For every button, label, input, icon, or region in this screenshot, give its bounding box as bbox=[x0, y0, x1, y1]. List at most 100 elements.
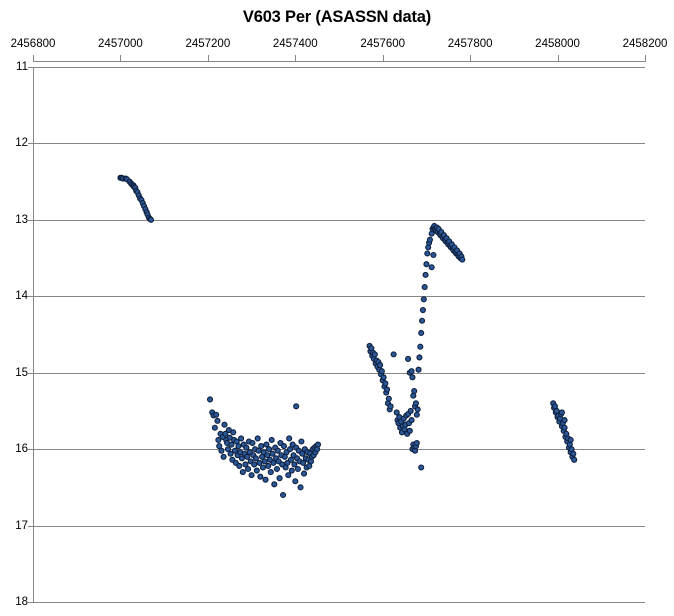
data-point bbox=[213, 411, 220, 418]
data-point bbox=[459, 256, 466, 263]
y-tick-label: 18 bbox=[15, 596, 28, 608]
data-point bbox=[297, 484, 304, 491]
data-point bbox=[218, 447, 225, 454]
data-point bbox=[253, 467, 260, 474]
data-point bbox=[243, 444, 250, 451]
data-point bbox=[215, 436, 222, 444]
data-point bbox=[378, 368, 385, 375]
data-point bbox=[257, 473, 264, 480]
data-point bbox=[236, 462, 243, 470]
data-point bbox=[280, 443, 287, 450]
data-point bbox=[224, 446, 232, 453]
data-point bbox=[228, 441, 235, 448]
data-point bbox=[300, 459, 307, 466]
data-point bbox=[408, 417, 415, 424]
data-point bbox=[245, 465, 252, 473]
data-point bbox=[211, 424, 218, 431]
data-point bbox=[387, 403, 394, 410]
data-point bbox=[426, 236, 433, 243]
y-tick-label: 13 bbox=[15, 213, 28, 226]
data-point bbox=[430, 251, 437, 259]
data-point bbox=[408, 368, 415, 375]
data-point bbox=[314, 441, 322, 448]
data-point bbox=[384, 386, 391, 393]
data-point bbox=[267, 469, 274, 476]
data-point bbox=[235, 443, 242, 450]
data-point bbox=[259, 464, 266, 471]
data-point bbox=[385, 395, 392, 402]
x-tick-label: 2458000 bbox=[535, 38, 580, 50]
y-tick-label: 16 bbox=[15, 443, 28, 456]
x-tick-label: 2457400 bbox=[272, 38, 318, 50]
axes bbox=[32, 60, 645, 602]
data-point bbox=[287, 456, 294, 463]
data-point bbox=[561, 417, 568, 424]
data-point bbox=[238, 455, 245, 462]
x-tick-label: 2457800 bbox=[447, 38, 493, 50]
data-point bbox=[220, 453, 227, 460]
data-point bbox=[419, 317, 426, 324]
data-point bbox=[244, 453, 251, 460]
data-point bbox=[424, 250, 431, 257]
data-point bbox=[418, 329, 425, 337]
data-point bbox=[276, 475, 283, 482]
data-point bbox=[214, 417, 221, 424]
data-point bbox=[251, 461, 258, 468]
data-point bbox=[252, 455, 259, 462]
data-point bbox=[227, 450, 234, 457]
data-point bbox=[261, 458, 268, 465]
data-point bbox=[221, 421, 228, 428]
data-point bbox=[264, 452, 271, 459]
data-point bbox=[407, 407, 414, 414]
data-point bbox=[377, 362, 384, 369]
data-points bbox=[117, 174, 578, 499]
data-point bbox=[416, 354, 423, 361]
data-point bbox=[286, 446, 294, 453]
data-point bbox=[273, 465, 280, 473]
data-point bbox=[249, 439, 256, 447]
data-point bbox=[421, 284, 428, 291]
y-tick-label: 17 bbox=[15, 519, 28, 532]
data-point bbox=[570, 450, 577, 457]
gridlines bbox=[33, 67, 645, 603]
data-point bbox=[299, 450, 306, 457]
data-point bbox=[390, 351, 397, 358]
data-point bbox=[558, 409, 565, 416]
data-point bbox=[285, 472, 292, 479]
data-point bbox=[286, 435, 293, 442]
data-point bbox=[269, 450, 276, 457]
x-tick-label: 2456800 bbox=[10, 38, 56, 50]
data-point bbox=[147, 216, 155, 223]
x-tick-label: 2457000 bbox=[98, 38, 143, 50]
data-point bbox=[288, 467, 295, 474]
data-point bbox=[255, 447, 262, 454]
data-point bbox=[406, 427, 413, 434]
data-point bbox=[393, 409, 400, 416]
data-point bbox=[279, 491, 287, 499]
data-point bbox=[266, 446, 273, 453]
x-tick-label: 2457600 bbox=[360, 38, 406, 50]
data-point bbox=[256, 459, 263, 466]
data-point bbox=[409, 374, 416, 381]
data-point bbox=[422, 271, 429, 278]
data-point bbox=[254, 435, 261, 442]
data-point bbox=[571, 456, 578, 463]
data-point bbox=[239, 469, 246, 476]
data-point bbox=[567, 436, 574, 444]
data-point bbox=[230, 429, 237, 436]
data-point bbox=[248, 472, 255, 479]
data-point bbox=[294, 465, 301, 473]
data-point bbox=[271, 481, 278, 488]
data-point bbox=[411, 388, 418, 395]
x-tick-label: 2457200 bbox=[185, 38, 231, 50]
y-tick-label: 15 bbox=[15, 366, 28, 379]
data-point bbox=[265, 462, 272, 470]
y-tick-label: 11 bbox=[16, 61, 28, 73]
data-point bbox=[242, 461, 249, 468]
data-point bbox=[414, 406, 421, 413]
data-point bbox=[258, 443, 265, 450]
chart-title: V603 Per (ASASSN data) bbox=[242, 8, 432, 26]
data-point bbox=[561, 424, 568, 431]
